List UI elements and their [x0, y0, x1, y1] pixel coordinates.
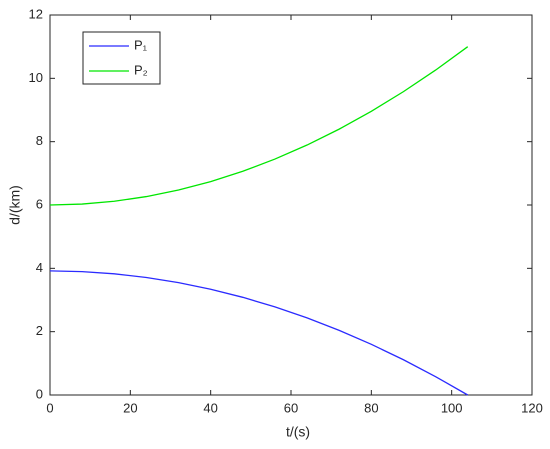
line [49, 270, 469, 396]
x-tick-label: 120 [521, 400, 543, 415]
x-axis-label: t/(s) [286, 424, 310, 440]
y-tick-label: 12 [29, 6, 43, 21]
legend-label: P₂ [134, 62, 148, 77]
x-tick-label: 100 [441, 400, 463, 415]
x-tick-label: 60 [284, 400, 298, 415]
y-axis-label: d/(km) [7, 185, 23, 225]
x-tick-label: 0 [46, 400, 53, 415]
legend-label: P₁ [134, 37, 148, 52]
line [49, 46, 469, 206]
y-tick-label: 4 [36, 260, 43, 275]
y-tick-label: 10 [29, 70, 43, 85]
y-tick-label: 8 [36, 133, 43, 148]
y-tick-label: 6 [36, 196, 43, 211]
x-tick-label: 40 [203, 400, 217, 415]
x-tick-label: 20 [123, 400, 137, 415]
legend-box [82, 31, 161, 85]
x-tick-label: 80 [364, 400, 378, 415]
y-tick-label: 0 [36, 386, 43, 401]
y-tick-label: 2 [36, 323, 43, 338]
